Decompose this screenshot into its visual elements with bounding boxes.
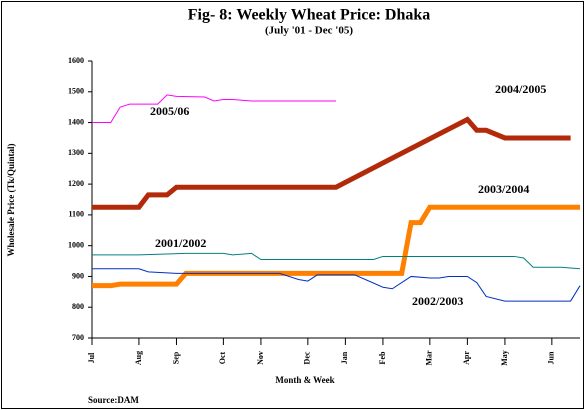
x-tick-label: Mar (425, 350, 434, 366)
x-tick-label: Oct (218, 351, 227, 364)
x-tick-label: Jun (547, 351, 556, 364)
y-tick-label: 1300 (68, 148, 84, 157)
y-tick-label: 1200 (68, 179, 84, 188)
x-tick-label: Aug (134, 351, 143, 365)
y-tick-label: 800 (72, 302, 84, 311)
series-label: 2002/2003 (412, 294, 463, 308)
x-tick-label: Nov (256, 351, 265, 365)
series-label: 2001/2002 (155, 236, 206, 250)
y-tick-label: 1400 (68, 117, 84, 126)
y-tick-label: 1500 (68, 87, 84, 96)
chart-subtitle: (July '01 - Dec '05) (265, 25, 353, 37)
x-tick-label: Jul (87, 352, 96, 363)
x-tick-label: Dec (303, 351, 312, 364)
source: Source:DAM (88, 395, 139, 405)
y-tick-label: 1000 (68, 240, 84, 249)
x-tick-label: Jan (340, 351, 349, 364)
series-label: 2005/06 (150, 104, 189, 118)
series-label: 2004/2005 (495, 82, 546, 96)
line (92, 204, 580, 289)
x-axis-label: Month & Week (275, 375, 334, 385)
x-tick-label: Feb (378, 351, 387, 364)
y-tick-label: 700 (72, 333, 84, 342)
line (92, 94, 336, 124)
y-tick-label: 1100 (68, 210, 84, 219)
x-tick-label: May (500, 350, 509, 366)
line (92, 268, 581, 302)
line (92, 116, 571, 210)
y-tick-label: 1600 (68, 56, 84, 65)
x-tick-label: Sep (171, 351, 180, 364)
y-tick-label: 900 (72, 271, 84, 280)
chart-title: Fig- 8: Weekly Wheat Price: Dhaka (188, 7, 431, 24)
series-label: 2003/2004 (478, 182, 529, 196)
y-axis-label: Wholesale Price (Tk/Quintal) (6, 144, 16, 257)
x-tick-label: Apr (462, 351, 471, 365)
line (92, 252, 581, 270)
